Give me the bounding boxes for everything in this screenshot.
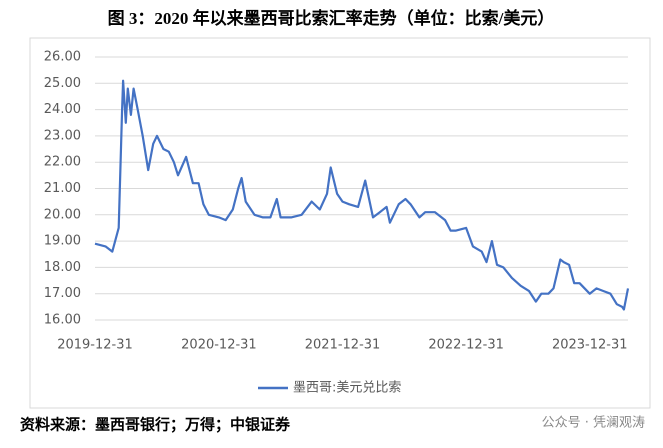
x-tick-label: 2020-12-31 [181, 338, 257, 353]
line [94, 79, 630, 311]
chart-title: 图 3：2020 年以来墨西哥比索汇率走势（单位：比索/美元） [108, 8, 555, 28]
chart-frame [29, 37, 651, 409]
y-tick-label: 16.00 [44, 313, 81, 328]
y-tick-label: 21.00 [44, 181, 81, 196]
x-tick-label: 2022-12-31 [428, 338, 504, 353]
y-tick-label: 23.00 [44, 128, 81, 143]
x-tick-label: 2019-12-31 [57, 338, 133, 353]
watermark: 公众号 · 凭澜观涛 [542, 415, 645, 431]
x-tick-label: 2021-12-31 [305, 338, 381, 353]
y-tick-label: 17.00 [44, 286, 81, 301]
y-tick-label: 25.00 [44, 76, 81, 91]
legend-label: 墨西哥:美元兑比索 [293, 381, 401, 396]
y-tick-label: 22.00 [44, 155, 81, 170]
y-tick-label: 18.00 [44, 260, 81, 275]
y-tick-label: 20.00 [44, 207, 81, 222]
y-tick-label: 24.00 [44, 102, 81, 117]
source: 资料来源：墨西哥银行；万得；中银证券 [20, 415, 291, 433]
x-tick-label: 2023-12-31 [552, 338, 628, 353]
y-tick-label: 26.00 [44, 50, 81, 65]
y-tick-label: 19.00 [44, 234, 81, 249]
